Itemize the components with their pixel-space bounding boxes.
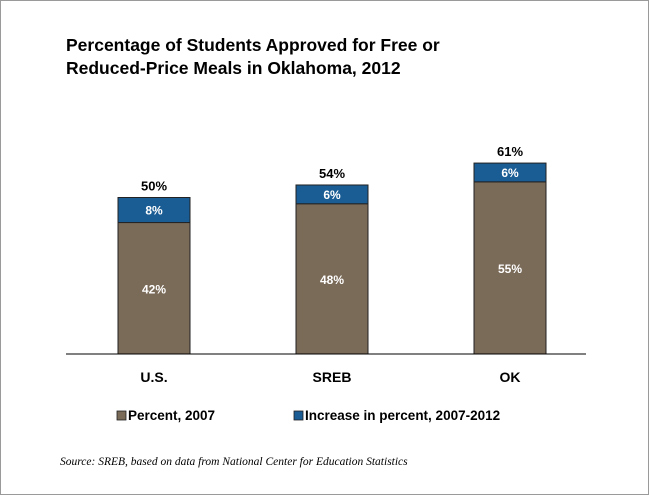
legend-item-2007-label: Percent, 2007: [128, 408, 215, 423]
bar-label-2007-2: 55%: [498, 262, 522, 276]
bar-label-increase-1: 6%: [323, 188, 341, 202]
chart-title: Percentage of Students Approved for Free…: [66, 34, 586, 80]
bar-segment-2007-1: [295, 203, 369, 355]
bar-segment-2007-0: [117, 222, 191, 355]
source-note: Source: SREB, based on data from Nationa…: [60, 456, 408, 468]
chart-title-line-2: Reduced-Price Meals in Oklahoma, 2012: [66, 58, 401, 78]
bar-total-label-2: 61%: [497, 144, 523, 159]
bar-label-increase-0: 8%: [145, 204, 163, 218]
x-tick-label-0: U.S.: [140, 369, 167, 385]
x-tick-label-1: SREB: [313, 369, 352, 385]
x-tick-label-2: OK: [500, 369, 521, 385]
legend-item-2007-swatch: [116, 410, 127, 421]
legend-item-increase-swatch: [293, 410, 304, 421]
bar-segment-2007-2: [473, 181, 547, 355]
bar-label-2007-1: 48%: [320, 273, 344, 287]
bar-label-2007-0: 42%: [142, 282, 166, 296]
bar-total-label-0: 50%: [141, 179, 167, 194]
bar-segment-increase-0: [117, 197, 191, 224]
bar-total-label-1: 54%: [319, 166, 345, 181]
bar-label-increase-2: 6%: [501, 166, 519, 180]
chart-title-line-1: Percentage of Students Approved for Free…: [66, 35, 440, 55]
legend-item-increase-label: Increase in percent, 2007-2012: [305, 408, 500, 423]
bar-segment-increase-1: [295, 184, 369, 205]
bar-segment-increase-2: [473, 162, 547, 183]
